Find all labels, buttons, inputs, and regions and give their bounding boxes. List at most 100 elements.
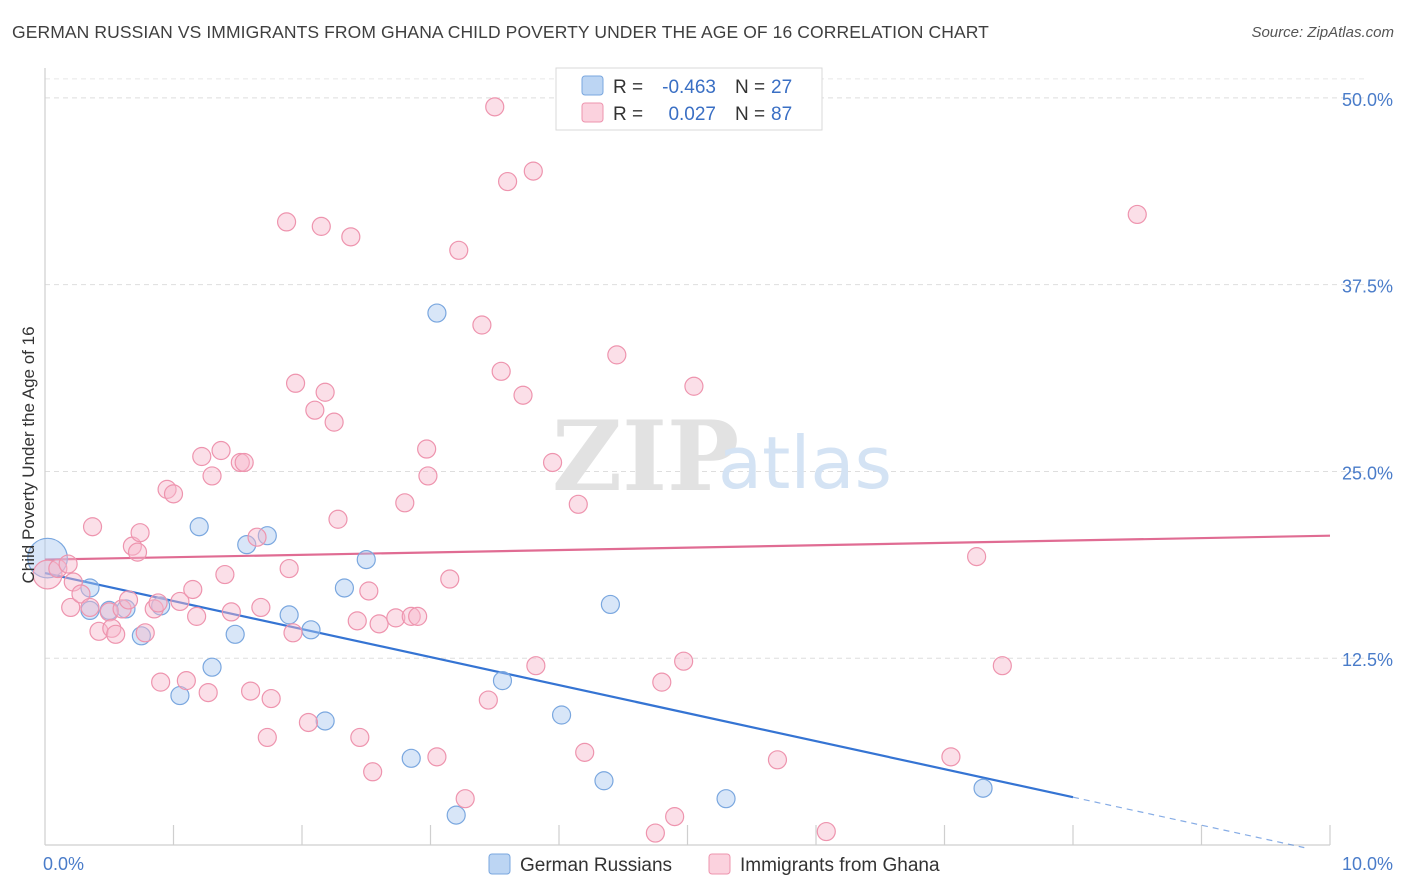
point-immigrants-ghana-78	[645, 823, 665, 843]
data-points	[27, 97, 1147, 843]
point-german-russians-12	[257, 526, 277, 546]
point-immigrants-ghana-64	[449, 240, 469, 260]
point-immigrants-ghana-2	[58, 554, 78, 574]
point-immigrants-ghana-7	[82, 517, 103, 537]
point-german-russians-16	[334, 578, 355, 598]
bottom-legend-swatch-german-russians	[488, 853, 511, 875]
point-immigrants-ghana-28	[198, 682, 218, 703]
point-immigrants-ghana-11	[106, 624, 126, 644]
point-immigrants-ghana-27	[192, 446, 212, 467]
legend-swatch-german-russians	[581, 75, 604, 96]
point-immigrants-ghana-54	[363, 762, 383, 782]
legend-n-label-1: N =	[735, 77, 765, 98]
point-immigrants-ghana-44	[298, 712, 319, 733]
point-immigrants-ghana-87	[992, 656, 1012, 676]
point-immigrants-ghana-88	[1127, 204, 1147, 225]
point-immigrants-ghana-45	[305, 400, 325, 420]
point-german-russians-24	[600, 594, 621, 615]
point-immigrants-ghana-31	[215, 564, 235, 585]
point-immigrants-ghana-15	[127, 542, 148, 562]
point-immigrants-ghana-43	[285, 373, 306, 393]
point-immigrants-ghana-1	[48, 558, 68, 579]
point-immigrants-ghana-30	[211, 440, 231, 461]
point-immigrants-ghana-53	[359, 581, 379, 601]
watermark-zip: ZIP	[552, 400, 739, 513]
point-immigrants-ghana-84	[816, 821, 836, 842]
point-german-russians-15	[315, 711, 335, 731]
point-immigrants-ghana-47	[315, 382, 335, 402]
point-german-russians-21	[492, 671, 513, 691]
point-immigrants-ghana-85	[941, 747, 961, 767]
trend-line-immigrants-ghana	[44, 534, 1331, 561]
point-immigrants-ghana-75	[568, 494, 588, 514]
point-immigrants-ghana-55	[369, 614, 389, 634]
point-immigrants-ghana-29	[202, 466, 222, 486]
point-immigrants-ghana-60	[417, 439, 437, 459]
x-tick-label-1: 10.0%	[1342, 854, 1393, 874]
point-immigrants-ghana-22	[163, 484, 184, 504]
point-immigrants-ghana-79	[652, 672, 672, 692]
legend-r-label-1: R =	[613, 77, 643, 98]
point-german-russians-25	[716, 789, 736, 809]
point-immigrants-ghana-23	[170, 591, 190, 612]
point-german-russians-11	[237, 535, 257, 555]
point-immigrants-ghana-77	[607, 345, 627, 365]
point-german-russians-13	[279, 605, 299, 625]
point-immigrants-ghana-24	[176, 671, 196, 691]
series-legend: German Russians Immigrants from Ghana	[488, 853, 940, 876]
axes	[44, 68, 1331, 846]
point-immigrants-ghana-39	[261, 688, 281, 709]
point-immigrants-ghana-26	[187, 606, 207, 626]
point-immigrants-ghana-41	[279, 558, 299, 579]
legend-n-label-2: N =	[735, 104, 765, 125]
point-immigrants-ghana-17	[135, 623, 155, 643]
point-german-russians-22	[551, 705, 572, 725]
legend-r-value-1: -0.463	[662, 77, 716, 98]
y-tick-label-2: 37.5%	[1342, 277, 1393, 297]
point-german-russians-0	[27, 537, 68, 579]
point-immigrants-ghana-72	[523, 161, 543, 181]
y-tick-labels: 12.5% 25.0% 37.5% 50.0%	[1342, 90, 1393, 670]
point-immigrants-ghana-6	[80, 597, 100, 618]
grid-lines	[45, 78, 1365, 659]
trend-lines	[44, 534, 1331, 849]
point-immigrants-ghana-82	[684, 376, 704, 396]
y-tick-label-1: 25.0%	[1342, 463, 1393, 483]
point-immigrants-ghana-63	[440, 569, 460, 589]
point-german-russians-8	[189, 517, 209, 537]
point-german-russians-10	[225, 624, 245, 644]
point-immigrants-ghana-34	[234, 452, 254, 473]
point-immigrants-ghana-80	[665, 807, 685, 827]
legend-r-label-2: R =	[613, 104, 643, 125]
watermark-atlas: atlas	[718, 421, 892, 505]
point-immigrants-ghana-71	[513, 385, 533, 405]
point-immigrants-ghana-81	[674, 651, 694, 671]
legend-swatch-immigrants-ghana	[581, 102, 604, 123]
point-immigrants-ghana-74	[542, 452, 563, 473]
y-tick-label-3: 50.0%	[1342, 90, 1393, 110]
point-immigrants-ghana-52	[350, 727, 370, 748]
point-immigrants-ghana-0	[32, 559, 63, 590]
point-immigrants-ghana-36	[247, 527, 267, 547]
point-immigrants-ghana-51	[347, 611, 367, 631]
point-immigrants-ghana-38	[257, 727, 277, 748]
point-german-russians-20	[446, 805, 466, 825]
point-immigrants-ghana-86	[967, 547, 987, 567]
point-immigrants-ghana-57	[395, 493, 415, 513]
point-immigrants-ghana-13	[118, 590, 139, 610]
point-immigrants-ghana-66	[472, 315, 492, 335]
point-german-russians-19	[427, 303, 447, 323]
correlation-legend: R = -0.463 N = 27 R = 0.027 N = 87	[555, 67, 823, 131]
bottom-legend-label-german-russians: German Russians	[520, 855, 672, 876]
point-german-russians-18	[401, 748, 421, 768]
point-german-russians-26	[973, 778, 993, 798]
point-immigrants-ghana-20	[151, 672, 171, 692]
y-axis-label: Child Poverty Under the Age of 16	[19, 326, 38, 583]
point-immigrants-ghana-83	[767, 750, 788, 770]
point-german-russians-23	[594, 771, 614, 791]
point-immigrants-ghana-76	[575, 742, 595, 762]
point-immigrants-ghana-35	[241, 681, 261, 701]
point-german-russians-9	[202, 657, 222, 677]
point-immigrants-ghana-19	[148, 593, 168, 613]
